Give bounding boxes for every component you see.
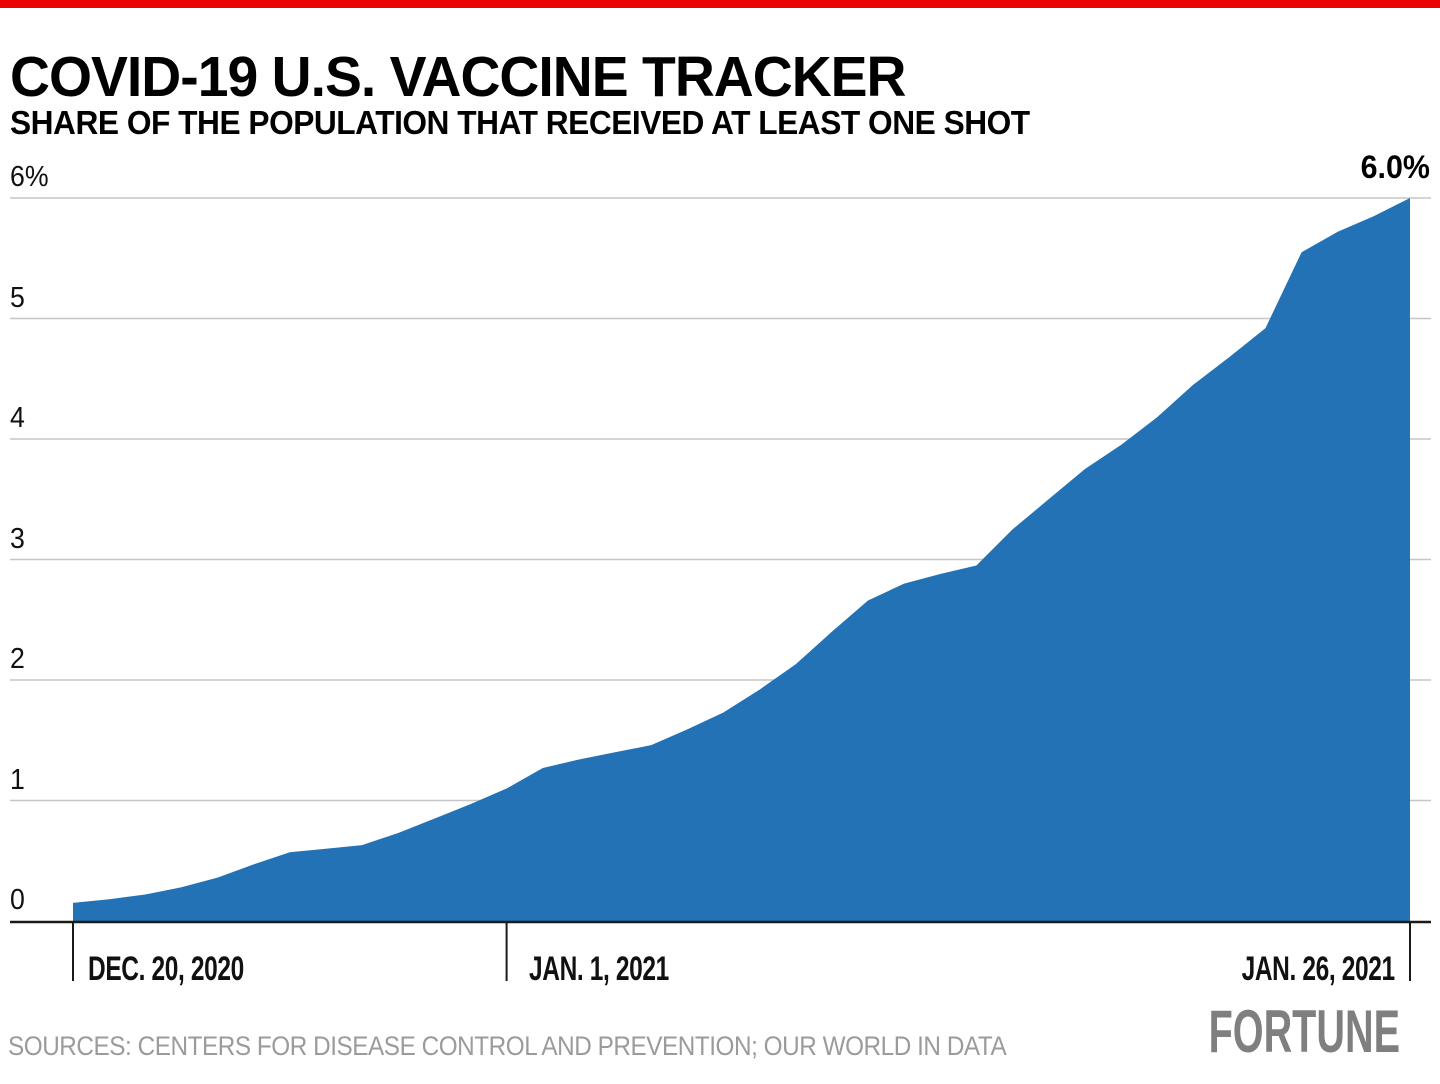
area-series bbox=[73, 198, 1410, 921]
y-axis-label: 0 bbox=[10, 884, 25, 916]
y-axis-label: 3 bbox=[10, 522, 25, 555]
y-axis-label: 6% bbox=[10, 161, 49, 193]
fortune-logo: FORTUNE bbox=[1208, 998, 1400, 1065]
x-axis-ticks bbox=[72, 923, 1411, 981]
y-axis-label: 2 bbox=[10, 643, 25, 675]
y-axis-label: 5 bbox=[10, 281, 25, 314]
y-axis-label: 4 bbox=[10, 402, 25, 434]
y-axis-label: 1 bbox=[10, 763, 25, 796]
page-title: COVID-19 U.S. VACCINE TRACKER bbox=[10, 45, 906, 109]
sources-note: SOURCES: CENTERS FOR DISEASE CONTROL AND… bbox=[8, 1031, 1007, 1061]
x-axis-label-start: DEC. 20, 2020 bbox=[88, 950, 244, 988]
x-axis-label-middle: JAN. 1, 2021 bbox=[529, 950, 669, 988]
brand-accent-bar bbox=[0, 0, 1440, 8]
page-subtitle: SHARE OF THE POPULATION THAT RECEIVED AT… bbox=[10, 104, 1030, 141]
x-axis-label-end: JAN. 26, 2021 bbox=[1241, 950, 1396, 988]
end-value-annotation: 6.0% bbox=[1360, 149, 1430, 185]
